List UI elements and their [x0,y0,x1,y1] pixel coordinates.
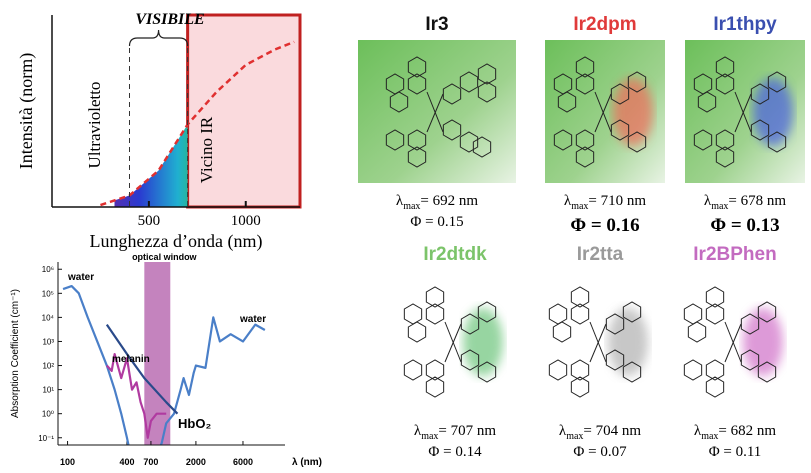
annotation: Ultravioletto [85,82,104,169]
text-part: max [403,201,420,212]
compound: λmax= 678 nm Φ = 0.13 [685,40,805,236]
ring [408,322,425,342]
quantum-yield: Φ = 0.16 [570,215,639,236]
figure: VISIBILE 500 1000 Lunghezza d’onda (nm) Inte… [0,0,811,473]
lambda-max: λmax= 692 nm [396,193,478,212]
x-tick-label: 500 [138,213,161,229]
text-part: = 692 nm [420,193,478,209]
compound: λmax= 707 nm Φ = 0.14 [404,287,503,460]
y-tick-label: 10⁻¹ [38,434,54,443]
x-tick-label: 100 [60,457,75,467]
x-tick-label: 1000 [231,213,261,229]
y-tick-label: 10⁴ [42,313,55,322]
text-part: max [421,431,438,442]
text-part: = 707 nm [438,423,496,439]
structure-background [358,40,516,183]
compound: λmax= 682 nm Φ = 0.11 [684,287,783,460]
ligand-highlight [463,308,503,376]
compound-name: Ir2dtdk [423,244,487,265]
text-part: = 710 nm [588,193,646,209]
ring [553,322,570,342]
series-label: HbO₂ [178,416,211,431]
y-axis-label: Intensità (norm) [16,53,37,169]
ring [684,360,701,380]
x-tick-label: 6000 [233,457,253,467]
ring [549,304,566,324]
series-label: water [239,314,266,325]
compound-name: Ir1thpy [713,14,777,35]
text-part: max [566,431,583,442]
text-part: = 678 nm [728,193,786,209]
y-tick-label: 10³ [42,337,54,346]
ring [404,360,421,380]
compound: λmax= 692 nm Φ = 0.15 [358,40,516,230]
compound-name: Ir2tta [577,244,624,265]
lambda-max: λmax= 707 nm [414,423,496,442]
compound: λmax= 710 nm Φ = 0.16 [545,40,665,236]
compound-name: Ir2BPhen [693,244,776,265]
quantum-yield: Φ = 0.15 [410,214,463,230]
x-tick-label: 2000 [186,457,206,467]
lambda-max: λmax= 678 nm [704,193,786,212]
x-tick-label: 700 [143,457,158,467]
ligand-highlight [743,308,783,376]
y-tick-label: 10⁵ [42,289,54,298]
ring [549,360,566,380]
quantum-yield: Φ = 0.14 [428,444,482,460]
y-axis-label: Absorption Coefficient (cm⁻¹) [10,289,21,418]
x-axis-label: Lunghezza d’onda (nm) [90,231,263,252]
compound-name: Ir3 [425,14,448,35]
text-part: max [711,201,728,212]
visible-brace [130,30,188,46]
text-part: max [701,431,718,442]
y-tick-label: 10⁰ [42,410,54,419]
quantum-yield: Φ = 0.13 [710,215,779,236]
ligand-highlight [613,78,653,146]
series-label: water [67,272,94,283]
compound: λmax= 704 nm Φ = 0.07 [549,287,648,460]
ring [688,322,705,342]
ligand-highlight [753,78,793,146]
y-tick-label: 10¹ [42,386,54,395]
annotation: Vicino IR [197,116,216,183]
quantum-yield: Φ = 0.11 [709,444,762,460]
chart-title: VISIBILE [135,11,204,28]
text-part: = 682 nm [718,423,776,439]
ring [404,304,421,324]
compound-name: Ir2dpm [573,14,636,35]
ligand-highlight [608,308,648,376]
ring [684,304,701,324]
quantum-yield: Φ = 0.07 [573,444,627,460]
lambda-max: λmax= 682 nm [694,423,776,442]
text-part: max [571,201,588,212]
x-axis-label: λ (nm) [292,457,322,468]
y-tick-label: 10⁶ [42,265,54,274]
series-label: melanin [112,354,150,365]
annotation: optical window [132,252,197,262]
x-tick-label: 400 [119,457,134,467]
y-tick-label: 10² [42,362,54,371]
lambda-max: λmax= 704 nm [559,423,641,442]
text-part: = 704 nm [583,423,641,439]
lambda-max: λmax= 710 nm [564,193,646,212]
